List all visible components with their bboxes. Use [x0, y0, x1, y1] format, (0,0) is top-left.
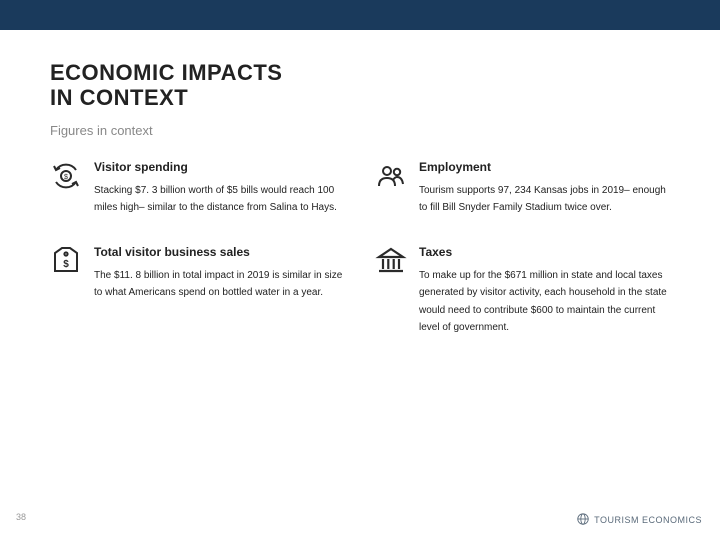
stat-body: Total visitor business sales The $11. 8 … — [94, 245, 345, 302]
title-line-1: ECONOMIC IMPACTS — [50, 60, 282, 85]
stat-text: To make up for the $671 million in state… — [419, 267, 670, 337]
svg-text:$: $ — [63, 259, 69, 270]
stat-visitor-spending: $ Visitor spending Stacking $7. 3 billio… — [50, 160, 345, 217]
title-line-2: IN CONTEXT — [50, 85, 188, 110]
refresh-dollar-icon: $ — [50, 160, 82, 192]
stats-grid: $ Visitor spending Stacking $7. 3 billio… — [50, 160, 670, 337]
stat-heading: Taxes — [419, 245, 670, 259]
stat-text: The $11. 8 billion in total impact in 20… — [94, 267, 345, 302]
page-title: ECONOMIC IMPACTS IN CONTEXT — [50, 60, 670, 111]
content-area: ECONOMIC IMPACTS IN CONTEXT Figures in c… — [0, 30, 720, 337]
footer-logo-text: TOURISM ECONOMICS — [594, 515, 702, 525]
stat-heading: Total visitor business sales — [94, 245, 345, 259]
stat-text: Stacking $7. 3 billion worth of $5 bills… — [94, 182, 345, 217]
stat-employment: Employment Tourism supports 97, 234 Kans… — [375, 160, 670, 217]
stat-business-sales: $ Total visitor business sales The $11. … — [50, 245, 345, 337]
stat-text: Tourism supports 97, 234 Kansas jobs in … — [419, 182, 670, 217]
svg-text:$: $ — [64, 174, 68, 181]
stat-heading: Visitor spending — [94, 160, 345, 174]
price-tag-icon: $ — [50, 245, 82, 277]
stat-body: Employment Tourism supports 97, 234 Kans… — [419, 160, 670, 217]
stat-taxes: Taxes To make up for the $671 million in… — [375, 245, 670, 337]
bank-icon — [375, 245, 407, 277]
stat-heading: Employment — [419, 160, 670, 174]
people-icon — [375, 160, 407, 192]
stat-body: Taxes To make up for the $671 million in… — [419, 245, 670, 337]
page-subtitle: Figures in context — [50, 123, 670, 138]
page-number: 38 — [16, 512, 26, 522]
globe-icon — [576, 512, 590, 528]
top-bar — [0, 0, 720, 30]
footer-logo: TOURISM ECONOMICS — [576, 512, 702, 528]
stat-body: Visitor spending Stacking $7. 3 billion … — [94, 160, 345, 217]
